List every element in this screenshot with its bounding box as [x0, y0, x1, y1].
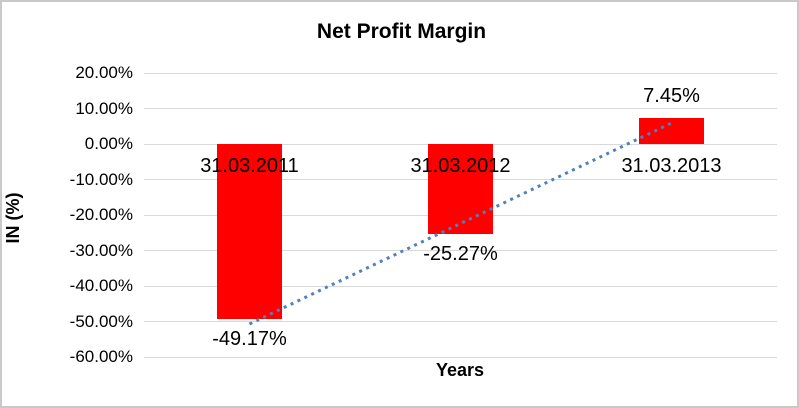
chart-title: Net Profit Margin: [316, 20, 487, 43]
gridline: [144, 108, 777, 109]
gridline: [144, 321, 777, 322]
y-tick-label: 20.00%: [75, 63, 133, 82]
data-label: -25.27%: [423, 242, 498, 265]
y-axis-title: IN (%): [3, 192, 23, 244]
y-tick-label: -30.00%: [69, 240, 133, 260]
data-label: 7.45%: [643, 84, 700, 107]
y-tick-label: -10.00%: [69, 169, 133, 189]
bar: [639, 117, 704, 144]
category-label: 31.03.2012: [410, 155, 511, 177]
y-tick-label: -50.00%: [69, 311, 133, 331]
data-label: -49.17%: [212, 327, 287, 350]
gridline: [144, 72, 777, 74]
y-tick-label: -20.00%: [69, 205, 133, 224]
y-tick-label: -60.00%: [69, 347, 133, 366]
gridline: [144, 356, 777, 358]
y-tick-label: 10.00%: [75, 98, 133, 118]
y-tick-label: 0.00%: [84, 134, 133, 153]
x-axis-title: Years: [435, 360, 485, 380]
category-label: 31.03.2013: [621, 155, 722, 177]
category-label: 31.03.2011: [200, 155, 299, 177]
y-tick-label: -40.00%: [69, 276, 133, 295]
